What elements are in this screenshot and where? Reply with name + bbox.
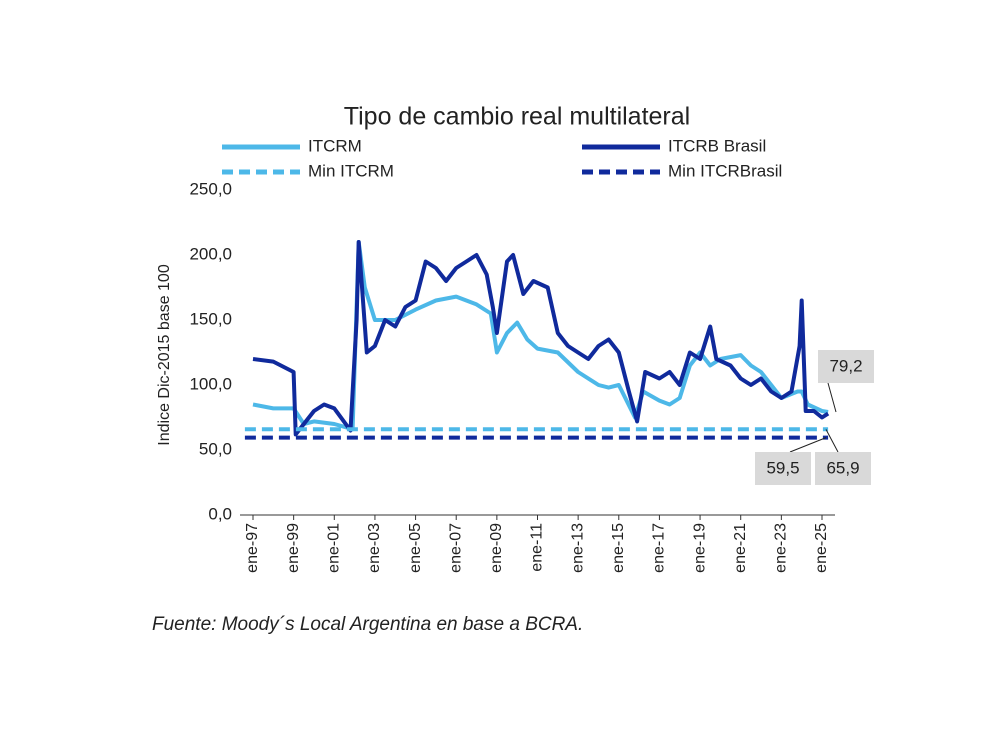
annotation-label: 59,5	[766, 458, 799, 477]
y-tick-label: 150,0	[189, 309, 232, 328]
annotation-label: 79,2	[829, 356, 862, 375]
annotation-box	[815, 452, 871, 485]
annotation-label: 65,9	[826, 458, 859, 477]
x-tick-label: ene-13	[569, 523, 586, 573]
x-tick-label: ene-09	[488, 523, 505, 573]
series-line	[252, 240, 830, 437]
y-tick-label: 50,0	[199, 439, 232, 458]
x-tick-label: ene-07	[447, 523, 464, 573]
y-tick-label: 0,0	[208, 504, 232, 523]
legend-label: Min ITCRBrasil	[668, 161, 782, 180]
y-tick-label: 100,0	[189, 374, 232, 393]
source: Fuente: Moody´s Local Argentina en base …	[152, 614, 583, 635]
x-tick-label: ene-03	[366, 523, 383, 573]
x-tick-label: ene-11	[529, 523, 546, 572]
x-tick-label: ene-01	[326, 523, 343, 573]
legend-label: ITCRM	[308, 136, 362, 155]
x-tick-label: ene-05	[407, 523, 424, 573]
y-axis-label: Indice Dic-2015 base 100	[156, 264, 173, 446]
x-tick-label: ene-97	[244, 523, 261, 573]
annotation-box	[818, 350, 874, 383]
x-tick-label: ene-25	[813, 523, 830, 573]
x-tick-label: ene-23	[773, 523, 790, 573]
legend-label: ITCRB Brasil	[668, 136, 766, 155]
x-tick-label: ene-17	[651, 523, 668, 573]
x-tick-label: ene-99	[285, 523, 302, 573]
annotation-leader	[789, 437, 827, 453]
y-tick-label: 250,0	[189, 179, 232, 198]
x-tick-label: ene-21	[732, 523, 749, 573]
series-line	[252, 240, 829, 432]
y-tick-label: 200,0	[189, 244, 232, 263]
x-tick-label: ene-15	[610, 523, 627, 573]
annotation-box	[755, 452, 811, 485]
legend-label: Min ITCRM	[308, 161, 394, 180]
annotation-leader	[825, 429, 839, 453]
chart-title: Tipo de cambio real multilateral	[344, 103, 690, 131]
x-tick-label: ene-19	[691, 523, 708, 573]
annotation-leader	[827, 382, 837, 413]
